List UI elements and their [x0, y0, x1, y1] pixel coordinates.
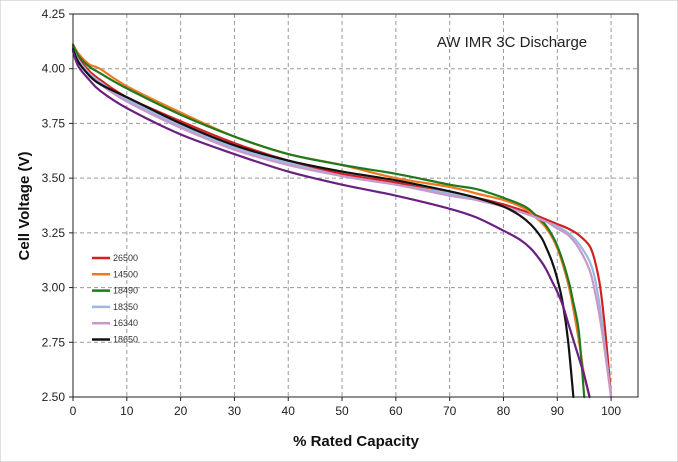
y-tick-label-7: 4.25: [42, 7, 66, 21]
y-tick-label-0: 2.50: [42, 390, 66, 404]
y-axis-title: Cell Voltage (V): [16, 152, 33, 261]
x-tick-label-4: 40: [282, 404, 296, 418]
legend: 26500 14500 18490 18350 16340 18650: [92, 253, 138, 345]
y-tick-label-6: 4.00: [42, 62, 66, 76]
x-tick-label-3: 30: [228, 404, 242, 418]
y-axis-ticks: 2.50 2.75 3.00 3.25 3.50 3.75 4.00 4.25: [42, 7, 73, 404]
grid: [73, 14, 638, 397]
y-tick-label-3: 3.25: [42, 226, 66, 240]
legend-label-16340: 16340: [113, 318, 138, 328]
y-tick-label-5: 3.75: [42, 116, 66, 130]
x-tick-label-2: 20: [174, 404, 188, 418]
x-tick-label-9: 90: [551, 404, 565, 418]
series-line-16340: [71, 50, 613, 399]
chart-title: AW IMR 3C Discharge: [437, 34, 587, 51]
y-tick-label-2: 3.00: [42, 281, 66, 295]
legend-label-14500: 14500: [113, 269, 138, 279]
x-tick-label-10: 100: [601, 404, 621, 418]
legend-label-18350: 18350: [113, 302, 138, 312]
series-line-18490: [71, 43, 586, 399]
y-tick-label-1: 2.75: [42, 335, 66, 349]
x-tick-label-0: 0: [70, 404, 77, 418]
series-line-unlabeled: [71, 50, 591, 399]
x-axis-title: % Rated Capacity: [293, 433, 420, 450]
x-tick-label-8: 80: [497, 404, 511, 418]
x-axis-ticks: 0 10 20 30 40 50 60 70 80 90 100: [70, 397, 621, 418]
legend-label-26500: 26500: [113, 253, 138, 263]
x-tick-label-7: 70: [443, 404, 457, 418]
plot-frame: [72, 13, 639, 398]
legend-label-18650: 18650: [113, 335, 138, 345]
legend-label-18490: 18490: [113, 286, 138, 296]
x-tick-label-5: 50: [335, 404, 349, 418]
x-tick-label-6: 60: [389, 404, 403, 418]
x-tick-label-1: 10: [120, 404, 134, 418]
series-line-18650: [71, 47, 575, 399]
series-layer: [71, 43, 613, 399]
y-tick-label-4: 3.50: [42, 171, 66, 185]
